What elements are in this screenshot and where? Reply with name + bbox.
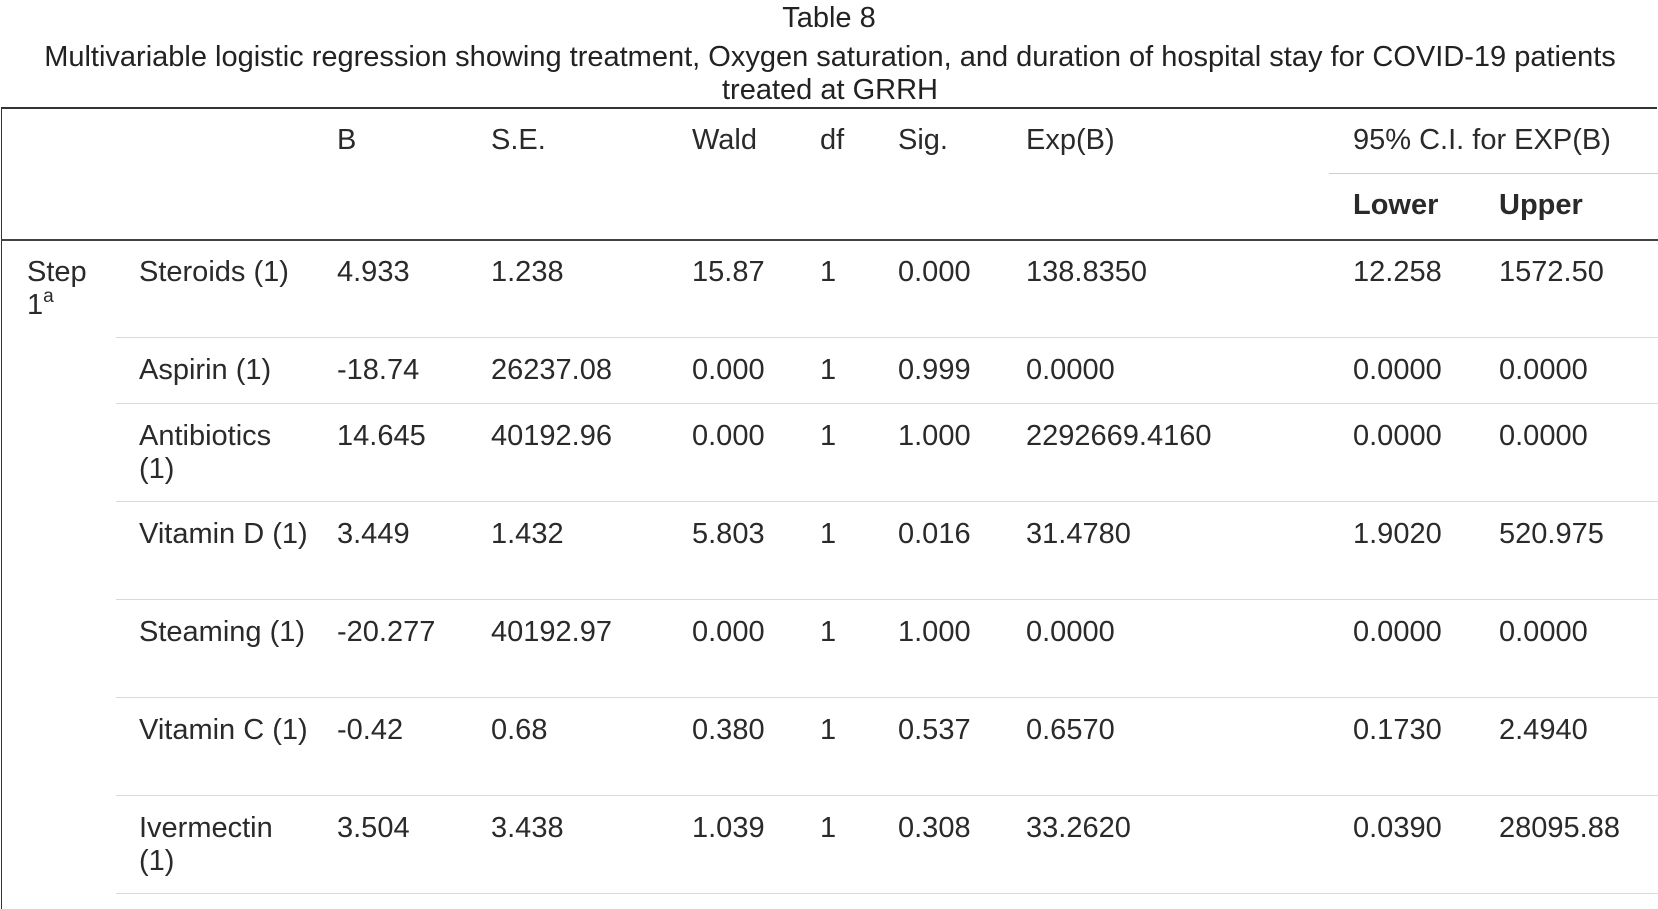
cell-df: 1 [820, 616, 837, 648]
table-description: Multivariable logistic regression showin… [44, 41, 1616, 106]
cell-df: 1 [820, 518, 837, 550]
row-divider [116, 403, 1658, 404]
header-lower: Lower [1353, 189, 1439, 221]
cell-b: -18.74 [337, 354, 420, 386]
table-number: Table 8 [782, 2, 876, 34]
cell-lower: 0.0000 [1353, 420, 1442, 452]
cell-se: 40192.96 [491, 420, 612, 452]
cell-expb: 0.0000 [1026, 616, 1115, 648]
cell-expb: 31.4780 [1026, 518, 1131, 550]
cell-sig: 0.537 [898, 714, 971, 746]
cell-df: 1 [820, 714, 837, 746]
header-sig: Sig. [898, 124, 948, 156]
cell-se: 0.68 [491, 714, 548, 746]
cell-wald: 0.000 [692, 420, 765, 452]
cell-lower: 12.258 [1353, 256, 1442, 288]
step-label: Step 1a [27, 256, 87, 321]
cell-variable: Steroids (1) [139, 256, 289, 288]
cell-wald: 1.039 [692, 812, 765, 844]
cell-upper: 1572.50 [1499, 256, 1604, 288]
header-rule [1, 239, 1658, 241]
cell-lower: 1.9020 [1353, 518, 1442, 550]
regression-table [1, 107, 1657, 909]
cell-sig: 0.016 [898, 518, 971, 550]
cell-b: 4.933 [337, 256, 410, 288]
cell-se: 26237.08 [491, 354, 612, 386]
cell-lower: 0.1730 [1353, 714, 1442, 746]
cell-sig: 0.000 [898, 256, 971, 288]
cell-df: 1 [820, 256, 837, 288]
row-divider [116, 893, 1658, 894]
cell-sig: 0.308 [898, 812, 971, 844]
cell-upper: 0.0000 [1499, 616, 1588, 648]
cell-wald: 0.380 [692, 714, 765, 746]
cell-b: -0.42 [337, 714, 404, 746]
cell-variable: Antibiotics (1) [139, 420, 272, 485]
cell-df: 1 [820, 420, 837, 452]
cell-se: 1.432 [491, 518, 564, 550]
row-divider [116, 795, 1658, 796]
header-ci: 95% C.I. for EXP(B) [1353, 124, 1611, 156]
row-divider [116, 337, 1658, 338]
row-divider [116, 697, 1658, 698]
cell-df: 1 [820, 812, 837, 844]
cell-lower: 0.0000 [1353, 616, 1442, 648]
cell-variable: Vitamin D (1) [139, 518, 308, 550]
cell-wald: 15.87 [692, 256, 765, 288]
cell-upper: 2.4940 [1499, 714, 1588, 746]
cell-sig: 0.999 [898, 354, 971, 386]
cell-upper: 28095.88 [1499, 812, 1620, 844]
header-expb: Exp(B) [1026, 124, 1115, 156]
cell-expb: 0.6570 [1026, 714, 1115, 746]
cell-sig: 1.000 [898, 420, 971, 452]
ci-divider [1329, 173, 1658, 174]
cell-expb: 2292669.4160 [1026, 420, 1212, 452]
header-se: S.E. [491, 124, 546, 156]
cell-lower: 0.0000 [1353, 354, 1442, 386]
cell-se: 40192.97 [491, 616, 612, 648]
cell-upper: 0.0000 [1499, 354, 1588, 386]
cell-expb: 138.8350 [1026, 256, 1147, 288]
cell-expb: 33.2620 [1026, 812, 1131, 844]
cell-variable: Aspirin (1) [139, 354, 272, 386]
cell-upper: 520.975 [1499, 518, 1604, 550]
cell-expb: 0.0000 [1026, 354, 1115, 386]
cell-wald: 0.000 [692, 354, 765, 386]
cell-se: 3.438 [491, 812, 564, 844]
cell-variable: Vitamin C (1) [139, 714, 308, 746]
cell-lower: 0.0390 [1353, 812, 1442, 844]
cell-b: 3.449 [337, 518, 410, 550]
cell-upper: 0.0000 [1499, 420, 1588, 452]
row-divider [116, 599, 1658, 600]
header-df: df [820, 124, 845, 156]
cell-b: 14.645 [337, 420, 426, 452]
cell-variable: Steaming (1) [139, 616, 306, 648]
cell-b: -20.277 [337, 616, 436, 648]
header-wald: Wald [692, 124, 757, 156]
cell-se: 1.238 [491, 256, 564, 288]
cell-sig: 1.000 [898, 616, 971, 648]
cell-wald: 0.000 [692, 616, 765, 648]
header-b: B [337, 124, 357, 156]
cell-variable: Ivermectin (1) [139, 812, 273, 877]
cell-df: 1 [820, 354, 837, 386]
header-upper: Upper [1499, 189, 1583, 221]
cell-b: 3.504 [337, 812, 410, 844]
row-divider [116, 501, 1658, 502]
cell-wald: 5.803 [692, 518, 765, 550]
